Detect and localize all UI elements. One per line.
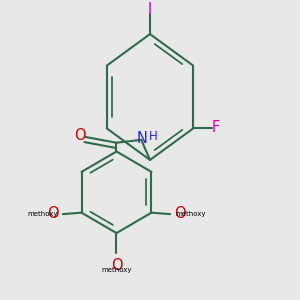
Text: O: O bbox=[74, 128, 86, 143]
Text: methoxy: methoxy bbox=[101, 267, 132, 273]
Text: O: O bbox=[174, 206, 186, 221]
Text: N: N bbox=[137, 131, 148, 146]
Text: methoxy: methoxy bbox=[28, 211, 58, 217]
Text: I: I bbox=[148, 2, 152, 17]
Text: O: O bbox=[47, 206, 59, 221]
Text: H: H bbox=[149, 130, 158, 143]
Text: F: F bbox=[212, 120, 220, 135]
Text: methoxy: methoxy bbox=[175, 211, 206, 217]
Text: O: O bbox=[111, 258, 123, 273]
